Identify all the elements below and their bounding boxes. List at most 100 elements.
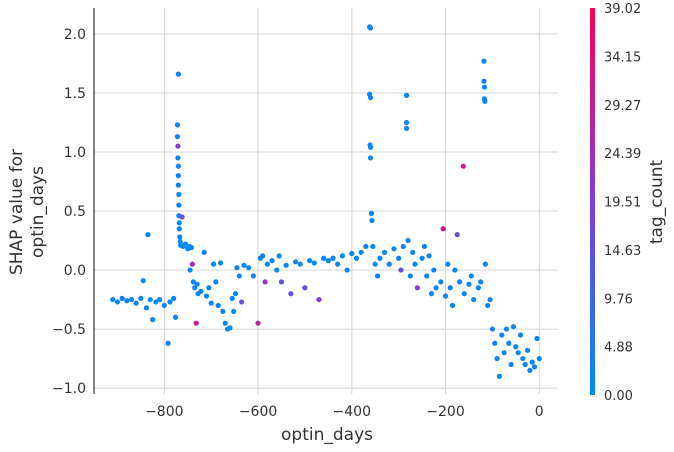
scatter-point [503, 326, 510, 332]
colorbar-tick-labels: 0.00 4.88 9.76 14.63 19.51 24.39 29.27 34.15 39.… [604, 2, 641, 404]
scatter-point [149, 317, 156, 323]
scatter-point [492, 340, 498, 346]
scatter-point [174, 122, 181, 128]
scatter-point [527, 367, 533, 373]
scatter-point [187, 267, 193, 273]
scatter-point [188, 245, 195, 251]
y-axis-label-line-1: SHAP value for [7, 149, 27, 275]
scatter-point [175, 182, 181, 188]
scatter-point [478, 279, 484, 285]
scatter-point [278, 279, 285, 285]
y-tick-label: 2.0 [64, 27, 86, 43]
y-tick-label: 1.0 [64, 145, 86, 161]
scatter-point [174, 134, 181, 140]
scatter-point [440, 226, 446, 232]
scatter-point [250, 273, 256, 279]
scatter-point [182, 241, 188, 247]
scatter-point [177, 234, 183, 240]
scatter-point [419, 255, 425, 261]
scatter-point [335, 261, 341, 267]
scatter-point [414, 285, 420, 291]
scatter-point [206, 285, 212, 291]
scatter-point [208, 300, 214, 306]
scatter-point [194, 281, 200, 287]
scatter-point [489, 326, 495, 332]
scatter-point [447, 285, 453, 291]
scatter-point [198, 288, 204, 294]
scatter-point [534, 335, 540, 342]
scatter-point [222, 320, 228, 326]
scatter-point [370, 243, 376, 250]
scatter-point [506, 340, 512, 346]
scatter-point [330, 255, 336, 261]
x-tick-label: −400 [333, 404, 371, 420]
colorbar-tick-label: 39.02 [604, 2, 641, 17]
scatter-point [404, 92, 410, 98]
scatter-point [367, 155, 374, 161]
scatter-point [471, 296, 477, 303]
x-tick-label: 0 [535, 404, 544, 420]
scatter-point [431, 267, 437, 273]
scatter-point [487, 296, 493, 303]
scatter-point [217, 260, 224, 266]
scatter-point [157, 296, 163, 303]
scatter-point [147, 296, 153, 303]
scatter-point [475, 285, 481, 291]
scatter-point [485, 302, 491, 309]
scatter-point [456, 279, 463, 285]
scatter-point [311, 260, 317, 266]
x-tick-label: −200 [426, 404, 464, 420]
scatter-point [529, 359, 535, 365]
scatter-point [433, 285, 439, 291]
scatter-point [153, 299, 159, 305]
colorbar [590, 8, 595, 395]
scatter-point [119, 295, 125, 301]
scatter-point [508, 361, 514, 368]
scatter-point [316, 296, 322, 303]
scatter-point [297, 261, 303, 267]
scatter-point [369, 217, 375, 224]
scatter-point [145, 232, 151, 238]
scatter-point [363, 243, 369, 250]
scatter-point [400, 243, 406, 250]
scatter-point [213, 279, 219, 285]
colorbar-label: tag_count [647, 160, 667, 245]
scatter-point [161, 302, 167, 309]
scatter-point [232, 291, 239, 297]
scatter-point [398, 267, 404, 273]
scatter-point [358, 249, 364, 255]
scatter-point [255, 320, 261, 326]
colorbar-tick-label: 24.39 [604, 147, 641, 162]
scatter-point [501, 350, 507, 356]
y-tick-label: −1.0 [52, 381, 86, 397]
scatter-point [236, 273, 242, 279]
scatter-point [229, 295, 235, 301]
colorbar-tick-label: 4.88 [604, 341, 633, 356]
scatter-point [481, 84, 488, 90]
scatter-point [517, 332, 524, 338]
scatter-point [175, 155, 181, 161]
scatter-point [452, 267, 458, 273]
scatter-point [520, 355, 526, 362]
scatter-point [306, 258, 313, 264]
scatter-point [276, 253, 282, 259]
scatter-point [292, 259, 299, 265]
colorbar-tick-label: 19.51 [604, 196, 641, 211]
scatter-point [482, 98, 488, 104]
scatter-point [381, 249, 388, 255]
y-tick-label: 1.5 [64, 86, 86, 102]
colorbar-tick-label: 14.63 [604, 244, 641, 259]
scatter-point [482, 261, 488, 267]
scatter-point [140, 278, 146, 284]
scatter-point [283, 262, 289, 268]
scatter-points [110, 24, 542, 379]
scatter-point [203, 293, 210, 299]
scatter-point [481, 58, 487, 64]
scatter-point [404, 119, 410, 126]
scatter-point [510, 324, 517, 330]
scatter-point [449, 302, 456, 309]
colorbar-tick-label: 0.00 [604, 389, 633, 404]
scatter-point [513, 344, 519, 350]
scatter-point [339, 253, 346, 259]
y-axis-label: SHAP value for optin_days [7, 149, 48, 275]
